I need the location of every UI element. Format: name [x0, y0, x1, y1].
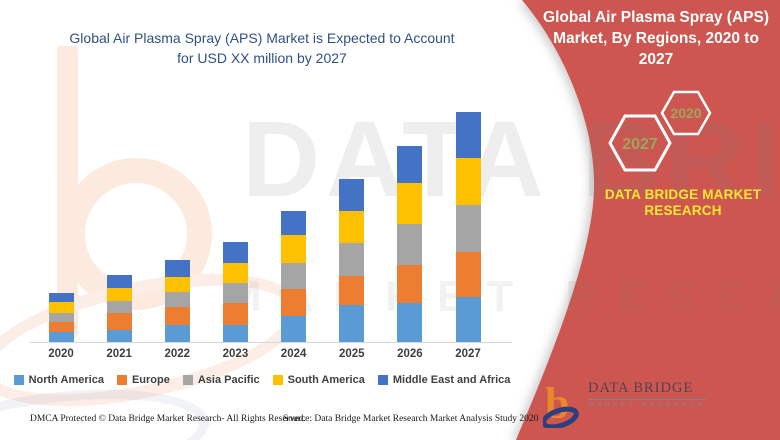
- x-axis-label-2024: 2024: [280, 348, 307, 360]
- data-bridge-logo: b DATA BRIDGE MARKET RESEARCH: [543, 380, 706, 428]
- segment-middle-east-and-africa-2027: [455, 112, 481, 158]
- segment-south-america-2027: [455, 158, 481, 205]
- stacked-bar-2026: [397, 146, 423, 342]
- hexagon-2027-label: 2027: [622, 136, 658, 153]
- panel-title-line1: Global Air Plasma Spray (APS): [543, 9, 769, 26]
- segment-europe-2021: [106, 313, 132, 330]
- segment-south-america-2022: [164, 277, 190, 292]
- segment-middle-east-and-africa-2024: [281, 211, 307, 235]
- brand-text-line2: RESEARCH: [644, 203, 722, 218]
- legend-swatch-icon: [116, 375, 127, 385]
- segment-europe-2026: [397, 265, 423, 303]
- legend-item-asia-pacific: Asia Pacific: [182, 374, 260, 386]
- legend-label: Asia Pacific: [197, 374, 260, 386]
- segment-north-america-2023: [222, 325, 248, 342]
- segment-north-america-2027: [455, 297, 481, 342]
- segment-asia-pacific-2023: [222, 283, 248, 303]
- stacked-bar-2027: [455, 112, 481, 342]
- segment-asia-pacific-2024: [281, 263, 307, 289]
- red-band-shape: [516, 0, 780, 440]
- legend-swatch-icon: [272, 375, 283, 385]
- segment-south-america-2026: [397, 183, 423, 224]
- x-axis-label-2020: 2020: [48, 348, 74, 360]
- segment-middle-east-and-africa-2020: [48, 293, 74, 302]
- x-axis-label-2025: 2025: [338, 348, 365, 360]
- legend-label: Middle East and Africa: [392, 374, 511, 386]
- chart-title: Global Air Plasma Spray (APS) Market is …: [0, 28, 524, 68]
- hexagon-2027: [608, 114, 672, 172]
- chart-title-line2: for USD XX million by 2027: [177, 50, 347, 66]
- footer-source: Source: Data Bridge Market Research Mark…: [283, 414, 539, 424]
- footer-copyright: DMCA Protected © Data Bridge Market Rese…: [30, 414, 306, 424]
- segment-europe-2023: [222, 303, 248, 325]
- legend-item-north-america: North America: [13, 374, 104, 386]
- hexagon-2020: [660, 90, 712, 136]
- segment-asia-pacific-2025: [339, 243, 365, 276]
- brand-text: DATA BRIDGE MARKET RESEARCH: [583, 187, 780, 219]
- legend-item-south-america: South America: [272, 374, 365, 386]
- segment-asia-pacific-2026: [397, 224, 423, 265]
- segment-middle-east-and-africa-2026: [397, 146, 423, 183]
- legend-label: South America: [287, 374, 365, 386]
- logo-title: DATA BRIDGE: [588, 380, 706, 400]
- stacked-bar-2021: [106, 275, 132, 342]
- x-axis-label-2023: 2023: [222, 348, 249, 360]
- stacked-bar-2024: [281, 211, 307, 342]
- stacked-bar-2025: [339, 179, 365, 342]
- stacked-bar-2020: [48, 293, 74, 342]
- segment-europe-2024: [281, 289, 307, 316]
- legend-item-middle-east-and-africa: Middle East and Africa: [377, 374, 511, 386]
- segment-south-america-2020: [48, 302, 74, 313]
- segment-europe-2027: [455, 252, 481, 297]
- segment-asia-pacific-2027: [455, 205, 481, 252]
- legend-label: North America: [28, 374, 104, 386]
- legend-swatch-icon: [377, 375, 388, 385]
- segment-middle-east-and-africa-2022: [164, 260, 190, 277]
- brand-text-line1: DATA BRIDGE MARKET: [604, 187, 762, 202]
- legend-swatch-icon: [182, 375, 193, 385]
- segment-asia-pacific-2022: [164, 292, 190, 307]
- logo-text: DATA BRIDGE MARKET RESEARCH: [588, 380, 706, 409]
- segment-north-america-2024: [281, 316, 307, 342]
- segment-middle-east-and-africa-2023: [222, 242, 248, 263]
- segment-south-america-2021: [106, 288, 132, 301]
- segment-asia-pacific-2021: [106, 301, 132, 313]
- x-axis-label-2027: 2027: [455, 348, 481, 360]
- x-axis-label-2021: 2021: [106, 348, 132, 360]
- segment-europe-2020: [48, 322, 74, 332]
- chart-legend: North America Europe Asia Pacific South Ame…: [0, 374, 524, 386]
- stacked-bar-2022: [164, 260, 190, 342]
- year-hexagons: 2027 2020: [608, 90, 712, 172]
- segment-north-america-2020: [48, 332, 74, 342]
- svg-text:b: b: [545, 380, 569, 428]
- legend-item-europe: Europe: [116, 374, 170, 386]
- segment-europe-2022: [164, 307, 190, 325]
- x-axis-label-2022: 2022: [164, 348, 191, 360]
- stacked-bar-2023: [222, 242, 248, 342]
- logo-b-icon: b: [543, 380, 579, 428]
- segment-north-america-2025: [339, 305, 365, 342]
- segment-north-america-2026: [397, 303, 423, 342]
- segment-north-america-2022: [164, 325, 190, 342]
- segment-middle-east-and-africa-2025: [339, 179, 365, 211]
- chart-title-line1: Global Air Plasma Spray (APS) Market is …: [69, 30, 455, 46]
- legend-swatch-icon: [13, 375, 24, 385]
- logo-subtitle: MARKET RESEARCH: [588, 402, 706, 409]
- hexagon-2020-label: 2020: [670, 105, 701, 121]
- segment-asia-pacific-2020: [48, 313, 74, 322]
- segment-north-america-2021: [106, 330, 132, 342]
- x-axis-label-2026: 2026: [397, 348, 423, 360]
- segment-south-america-2024: [281, 235, 307, 263]
- segment-south-america-2023: [222, 263, 248, 283]
- segment-europe-2025: [339, 276, 365, 305]
- panel-title-line2: Market, By Regions, 2020 to 2027: [553, 30, 759, 68]
- panel-title: Global Air Plasma Spray (APS) Market, By…: [535, 7, 777, 70]
- segment-middle-east-and-africa-2021: [106, 275, 132, 288]
- legend-label: Europe: [131, 374, 170, 386]
- segment-south-america-2025: [339, 211, 365, 243]
- x-axis-line: [30, 342, 512, 343]
